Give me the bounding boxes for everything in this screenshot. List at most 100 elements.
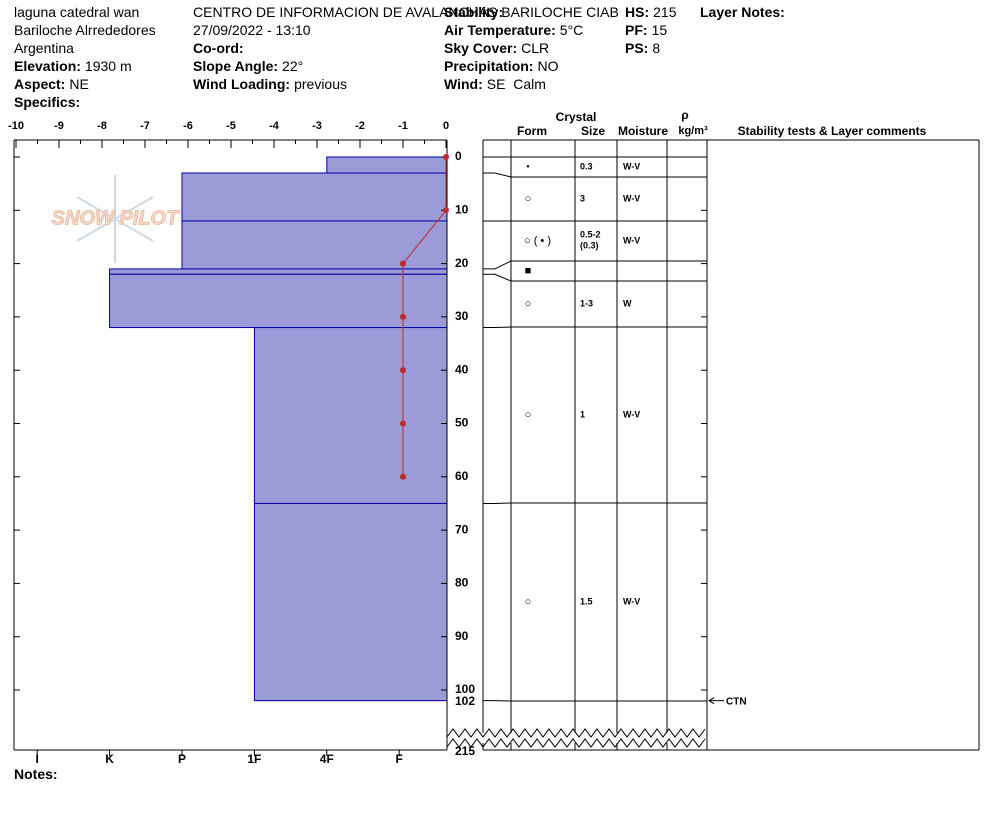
test-arrowhead: [708, 697, 715, 705]
header-moisture: Moisture: [618, 124, 668, 138]
field-label: Aspect:: [14, 76, 66, 92]
crystal-form: ○: [525, 193, 532, 205]
temperature-point: [400, 420, 406, 427]
field-label: PS:: [625, 40, 649, 56]
temperature-point: [400, 313, 406, 320]
y-tick-label: 60: [455, 469, 469, 483]
header-field: HS: 215: [625, 3, 676, 21]
header-rho: ρ: [681, 108, 688, 122]
crystal-form: •: [526, 161, 529, 171]
h-tick-label: 1F: [247, 752, 261, 766]
field-value: 1930 m: [84, 58, 132, 74]
header-field: Elevation: 1930 m: [14, 57, 132, 75]
y-tick-label: 10: [455, 202, 469, 216]
crystal-form: ○: [525, 409, 532, 421]
h-tick-label: I: [35, 752, 38, 766]
x-tick-label: -3: [312, 120, 322, 132]
field-value: SE Calm: [486, 76, 546, 92]
hardness-bar: [181, 172, 448, 222]
crystal-form: ○: [525, 596, 532, 608]
header-field: 27/09/2022 - 13:10: [193, 21, 311, 39]
header-comments: Stability tests & Layer comments: [738, 124, 927, 138]
field-label: Wind Loading:: [193, 76, 291, 92]
field-label: Elevation:: [14, 58, 81, 74]
field-value: 15: [651, 22, 668, 38]
temperature-point: [443, 207, 449, 214]
header-field: laguna catedral wan: [14, 3, 139, 21]
moisture: W-V: [623, 596, 640, 606]
hardness-bar: [109, 268, 448, 275]
y-tick-label: 70: [455, 522, 469, 536]
layer-connector: [483, 172, 707, 178]
y-tick-label: 80: [455, 576, 469, 590]
moisture: W-V: [623, 161, 640, 171]
field-label: Air Temperature:: [444, 22, 556, 38]
field-label: Wind:: [444, 76, 483, 92]
field-label: Layer Notes:: [700, 4, 785, 20]
axis-break: [446, 738, 706, 748]
field-value: previous: [294, 76, 347, 92]
layer-connector: [483, 273, 707, 282]
moisture: W-V: [623, 193, 640, 203]
x-tick-label: -7: [140, 120, 150, 132]
crystal-form: ○: [525, 298, 532, 310]
axis-break: [446, 728, 706, 738]
watermark-flake: [76, 196, 116, 220]
h-tick-label: F: [396, 752, 403, 766]
field-label: PF:: [625, 22, 648, 38]
y-tick-label: 90: [455, 629, 469, 643]
temperature-point: [400, 367, 406, 374]
field-label: HS:: [625, 4, 650, 20]
field-label: Sky Cover:: [444, 40, 518, 56]
h-tick-label: K: [105, 752, 114, 766]
header-field: Slope Angle: 22°: [193, 57, 303, 75]
field-value: 8: [652, 40, 661, 56]
header-field: Bariloche Alrrededores: [14, 21, 156, 39]
field-value: 22°: [282, 58, 304, 74]
temperature-point: [400, 473, 406, 480]
crystal-size-secondary: (0.3): [580, 240, 599, 250]
field-value: 5°C: [559, 22, 584, 38]
temperature-point: [400, 260, 406, 267]
header-field: Sky Cover: CLR: [444, 39, 549, 57]
crystal-form: ○ ( • ): [524, 235, 551, 247]
x-tick-label: -10: [8, 120, 24, 132]
x-tick-label: -8: [97, 120, 107, 132]
hardness-bar: [253, 502, 448, 702]
y-tick-label: 30: [455, 309, 469, 323]
field-value: 215: [653, 4, 677, 20]
moisture: W: [623, 298, 632, 308]
header-field: Aspect: NE: [14, 75, 89, 93]
x-tick-label: -4: [269, 120, 280, 132]
notes-label: Notes:: [14, 766, 58, 782]
y-tick-label: 40: [455, 362, 469, 376]
moisture: W-V: [623, 235, 640, 245]
x-tick-label: -2: [355, 120, 365, 132]
watermark-flake: [114, 218, 154, 242]
field-value: Bariloche Alrrededores: [14, 22, 156, 38]
x-tick-label: -6: [183, 120, 193, 132]
crystal-size: 0.3: [580, 161, 593, 171]
hardness-bar: [181, 220, 448, 270]
header-field: PF: 15: [625, 21, 667, 39]
field-label: Stability:: [444, 4, 504, 20]
header-field: Wind Loading: previous: [193, 75, 347, 93]
header-field: Wind: SE Calm: [444, 75, 546, 93]
header-field: Specifics:: [14, 93, 80, 111]
crystal-size: 0.5-2: [580, 229, 601, 239]
header-crystal: Crystal: [556, 110, 597, 124]
field-value: CENTRO DE INFORMACION DE AVALANCHAS BARI…: [193, 4, 619, 20]
layer-connector: [483, 326, 707, 329]
x-tick-label: -5: [226, 120, 236, 132]
watermark-flake: [114, 196, 154, 220]
header-size: Size: [581, 124, 605, 138]
hardness-bar: [253, 327, 448, 504]
crystal-form: ■: [525, 265, 532, 277]
field-label: Precipitation:: [444, 58, 534, 74]
y-tick-label: 50: [455, 416, 469, 430]
h-tick-label: P: [178, 752, 186, 766]
header-field: Co-ord:: [193, 39, 244, 57]
crystal-size: 1-3: [580, 298, 593, 308]
hs-depth-label: 215: [455, 744, 475, 758]
